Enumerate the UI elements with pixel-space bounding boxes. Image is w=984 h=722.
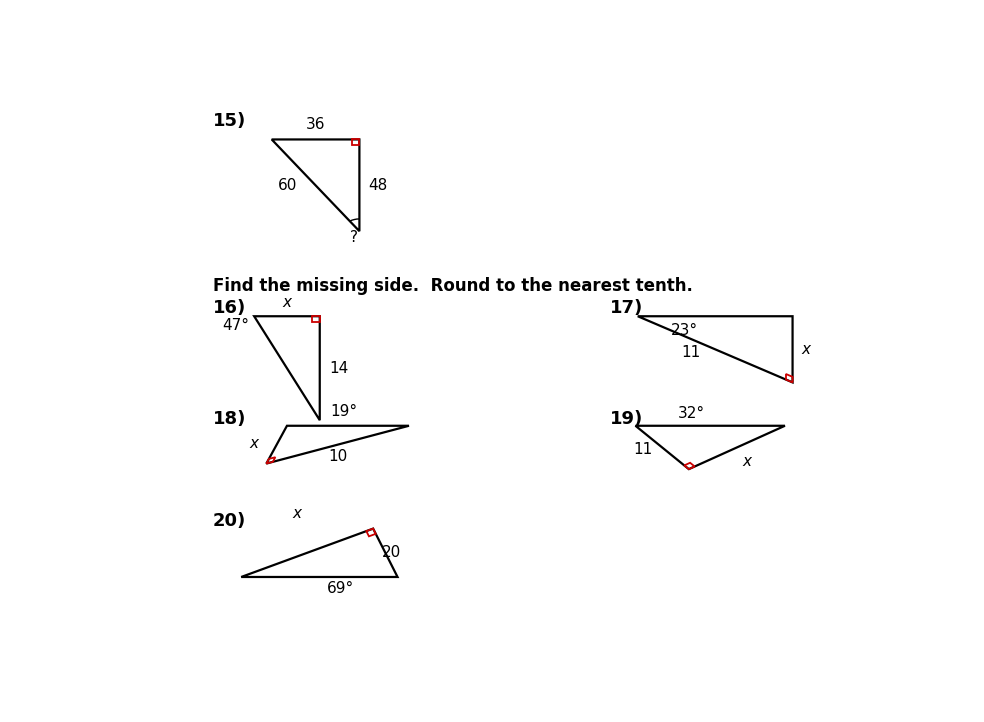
Text: 11: 11: [682, 345, 701, 360]
Text: ?: ?: [350, 230, 358, 245]
Text: 60: 60: [277, 178, 297, 193]
Text: x: x: [802, 342, 811, 357]
Text: 15): 15): [213, 112, 246, 130]
Text: 19): 19): [609, 410, 643, 428]
Text: 23°: 23°: [670, 323, 698, 338]
Text: 36: 36: [305, 117, 325, 132]
Text: 20): 20): [213, 512, 246, 530]
Text: 10: 10: [329, 449, 347, 464]
Text: 20: 20: [383, 545, 401, 560]
Text: 11: 11: [634, 442, 653, 456]
Text: x: x: [282, 295, 291, 310]
Text: 47°: 47°: [221, 318, 249, 333]
Text: 14: 14: [329, 361, 348, 376]
Text: x: x: [292, 506, 301, 521]
Text: 18): 18): [213, 410, 246, 428]
Text: 48: 48: [369, 178, 388, 193]
Text: 32°: 32°: [678, 406, 706, 422]
Text: 69°: 69°: [327, 581, 354, 596]
Text: 17): 17): [609, 299, 643, 317]
Text: 16): 16): [213, 299, 246, 317]
Text: Find the missing side.  Round to the nearest tenth.: Find the missing side. Round to the near…: [213, 277, 693, 295]
Text: 19°: 19°: [331, 404, 358, 419]
Text: x: x: [742, 453, 751, 469]
Text: x: x: [250, 436, 259, 451]
